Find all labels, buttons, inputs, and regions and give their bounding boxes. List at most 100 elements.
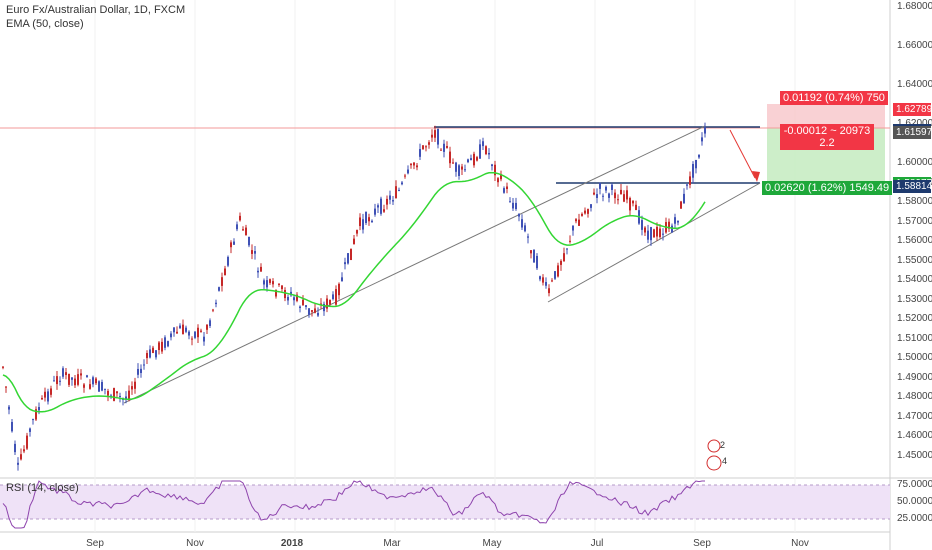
price-label: 1.56000 (897, 235, 932, 246)
candle-body (77, 374, 79, 385)
time-label: May (482, 538, 502, 549)
candle-body (257, 270, 259, 273)
ema-label: EMA (50, close) (6, 18, 84, 30)
candle-body (17, 462, 19, 465)
price-label: 1.50000 (897, 352, 932, 363)
candle-body (464, 169, 466, 171)
candle-body (488, 152, 490, 155)
candle-body (407, 169, 409, 174)
candle-body (23, 449, 25, 452)
candle-body (644, 227, 646, 233)
candle-body (545, 282, 547, 286)
candle-body (542, 277, 544, 283)
candle-body (98, 381, 100, 392)
candle-body (491, 164, 493, 167)
trendline-channel (547, 182, 761, 303)
candle-body (566, 248, 568, 250)
price-tag: 1.58814 (893, 180, 932, 194)
candle-body (563, 253, 565, 262)
candle-body (494, 164, 496, 176)
candle-body (449, 151, 451, 164)
candle-body (467, 159, 469, 163)
candle-body (344, 262, 346, 265)
candle-body (359, 217, 361, 227)
candle-body (422, 145, 424, 150)
candle-body (299, 306, 301, 308)
candle-body (320, 303, 322, 305)
price-label: 1.62000 (897, 118, 932, 129)
time-label: Sep (86, 538, 104, 549)
candle-body (263, 280, 265, 285)
candle-body (509, 201, 511, 203)
candle-body (395, 186, 397, 199)
candle-body (506, 186, 508, 190)
candle-body (2, 366, 4, 368)
candle-body (548, 288, 550, 294)
candle-body (602, 195, 604, 197)
arrow-head (752, 171, 760, 182)
candle-body (26, 435, 28, 449)
time-label: Mar (383, 538, 401, 549)
candle-body (215, 302, 217, 305)
candle-body (476, 157, 478, 161)
candle-body (47, 391, 49, 402)
candle-body (278, 283, 280, 285)
candle-body (14, 443, 16, 453)
candle-body (146, 353, 148, 359)
candle-body (293, 297, 295, 301)
candle-body (365, 211, 367, 224)
candle-body (551, 280, 553, 282)
candle-body (200, 330, 202, 332)
event-icon-2 (706, 455, 722, 471)
candle-body (419, 149, 421, 157)
candle-body (284, 289, 286, 299)
time-label: 2018 (280, 538, 304, 549)
candle-body (83, 384, 85, 388)
candle-body (641, 220, 643, 230)
candle-body (569, 240, 571, 242)
rsi-label: 25.0000 (897, 513, 932, 524)
candle-body (404, 175, 406, 177)
candle-body (260, 266, 262, 272)
candle-body (155, 350, 157, 358)
badge-1[interactable]: 2 (720, 440, 726, 450)
candle-body (533, 249, 535, 263)
candle-body (125, 396, 127, 400)
candle-body (236, 224, 238, 230)
candle-body (179, 325, 181, 329)
mid-label: -0.00012 ~ 20973 2.2 (780, 124, 874, 150)
candle-body (41, 397, 43, 400)
candle-body (560, 260, 562, 265)
candle-body (572, 225, 574, 231)
candle-body (350, 248, 352, 260)
candle-body (266, 280, 268, 288)
candle-body (32, 419, 34, 421)
mid-label-2: 2.2 (819, 137, 835, 149)
price-label: 1.53000 (897, 293, 932, 305)
candle-body (578, 219, 580, 226)
candle-body (416, 165, 418, 168)
candle-body (296, 294, 298, 301)
candle-body (482, 141, 484, 147)
candle-body (140, 368, 142, 374)
candle-body (620, 189, 622, 195)
candle-body (530, 250, 532, 254)
candle-body (185, 327, 187, 332)
price-label: 1.58000 (897, 196, 932, 207)
candle-body (203, 336, 205, 342)
candle-body (254, 251, 256, 254)
badge-2[interactable]: 4 (722, 456, 728, 466)
candle-body (53, 380, 55, 382)
candle-body (182, 324, 184, 335)
candle-body (251, 250, 253, 254)
candle-body (401, 182, 403, 185)
candle-body (629, 198, 631, 211)
candle-body (689, 176, 691, 185)
candle-body (74, 378, 76, 386)
candle-body (212, 309, 214, 311)
grid (94, 0, 796, 532)
candle-body (383, 209, 385, 212)
candle-body (614, 192, 616, 199)
candle-body (101, 382, 103, 391)
